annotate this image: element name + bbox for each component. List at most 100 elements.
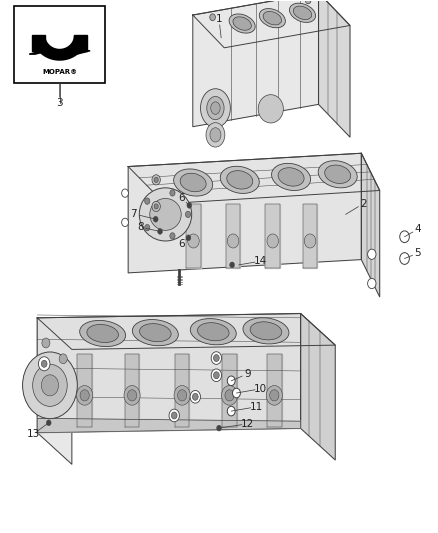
Text: 7: 7: [131, 209, 137, 219]
Polygon shape: [175, 354, 189, 427]
Polygon shape: [37, 313, 300, 433]
Circle shape: [153, 216, 158, 222]
Bar: [14, 6, 106, 83]
Ellipse shape: [293, 6, 312, 20]
Ellipse shape: [233, 17, 251, 30]
Ellipse shape: [87, 325, 118, 343]
Circle shape: [170, 190, 175, 196]
Circle shape: [305, 0, 311, 4]
Circle shape: [230, 262, 234, 268]
Polygon shape: [128, 154, 361, 273]
Text: 2: 2: [360, 199, 367, 209]
Circle shape: [80, 390, 89, 401]
Polygon shape: [32, 35, 87, 61]
Polygon shape: [193, 0, 350, 48]
Circle shape: [174, 385, 190, 405]
Circle shape: [266, 385, 283, 405]
Circle shape: [39, 357, 50, 371]
Circle shape: [187, 203, 192, 208]
Circle shape: [190, 391, 201, 403]
Circle shape: [170, 233, 175, 239]
Ellipse shape: [263, 11, 282, 25]
Circle shape: [400, 253, 410, 264]
Circle shape: [186, 235, 191, 241]
Polygon shape: [303, 204, 318, 268]
Text: 13: 13: [27, 429, 40, 439]
Ellipse shape: [318, 160, 357, 188]
Circle shape: [145, 198, 150, 204]
Circle shape: [222, 385, 237, 405]
Circle shape: [188, 234, 199, 248]
Ellipse shape: [80, 320, 126, 346]
Polygon shape: [71, 51, 90, 54]
Ellipse shape: [243, 318, 289, 344]
Ellipse shape: [272, 163, 311, 190]
Ellipse shape: [140, 324, 171, 342]
Ellipse shape: [227, 171, 253, 189]
Text: 11: 11: [250, 402, 263, 412]
Polygon shape: [223, 354, 237, 427]
Circle shape: [211, 369, 222, 382]
Text: MOPAR®: MOPAR®: [42, 69, 77, 75]
Polygon shape: [128, 154, 380, 204]
Ellipse shape: [250, 322, 282, 340]
Text: 6: 6: [179, 193, 185, 204]
Text: 3: 3: [57, 98, 63, 108]
Circle shape: [154, 177, 158, 182]
Polygon shape: [300, 313, 335, 460]
Circle shape: [127, 390, 137, 401]
Circle shape: [210, 14, 215, 21]
Circle shape: [367, 278, 376, 288]
Ellipse shape: [290, 3, 315, 22]
Circle shape: [227, 376, 235, 385]
Circle shape: [158, 229, 162, 235]
Text: 10: 10: [254, 384, 267, 394]
Polygon shape: [361, 154, 380, 297]
Circle shape: [42, 338, 50, 348]
Circle shape: [213, 372, 219, 379]
Circle shape: [41, 375, 59, 396]
Text: 14: 14: [254, 256, 267, 266]
Text: 12: 12: [241, 419, 254, 429]
Polygon shape: [186, 204, 201, 268]
Text: 4: 4: [414, 224, 421, 235]
Polygon shape: [267, 354, 282, 427]
Polygon shape: [74, 35, 87, 51]
Circle shape: [124, 385, 140, 405]
Circle shape: [267, 234, 279, 248]
Ellipse shape: [201, 88, 230, 127]
Ellipse shape: [206, 123, 225, 147]
Ellipse shape: [132, 320, 178, 346]
Text: 6: 6: [179, 239, 185, 248]
Circle shape: [227, 406, 235, 416]
Circle shape: [23, 352, 78, 418]
Circle shape: [171, 412, 177, 419]
Circle shape: [122, 189, 128, 197]
Ellipse shape: [229, 14, 255, 33]
Ellipse shape: [173, 169, 213, 196]
Ellipse shape: [325, 165, 351, 183]
Ellipse shape: [278, 168, 304, 186]
Ellipse shape: [220, 166, 259, 193]
Ellipse shape: [210, 128, 221, 142]
Polygon shape: [265, 204, 280, 268]
Circle shape: [233, 388, 240, 398]
Circle shape: [211, 352, 222, 365]
Circle shape: [59, 354, 67, 364]
Circle shape: [154, 204, 158, 209]
Polygon shape: [226, 204, 240, 268]
Circle shape: [225, 390, 234, 401]
Polygon shape: [318, 0, 350, 137]
Ellipse shape: [207, 96, 224, 120]
Polygon shape: [125, 354, 139, 427]
Polygon shape: [37, 318, 72, 464]
Circle shape: [145, 224, 150, 231]
Circle shape: [122, 218, 128, 227]
Ellipse shape: [139, 188, 192, 241]
Circle shape: [185, 211, 191, 217]
Text: 9: 9: [244, 369, 251, 379]
Polygon shape: [37, 418, 300, 433]
Circle shape: [152, 201, 160, 212]
Text: 8: 8: [137, 222, 144, 232]
Polygon shape: [29, 51, 49, 54]
